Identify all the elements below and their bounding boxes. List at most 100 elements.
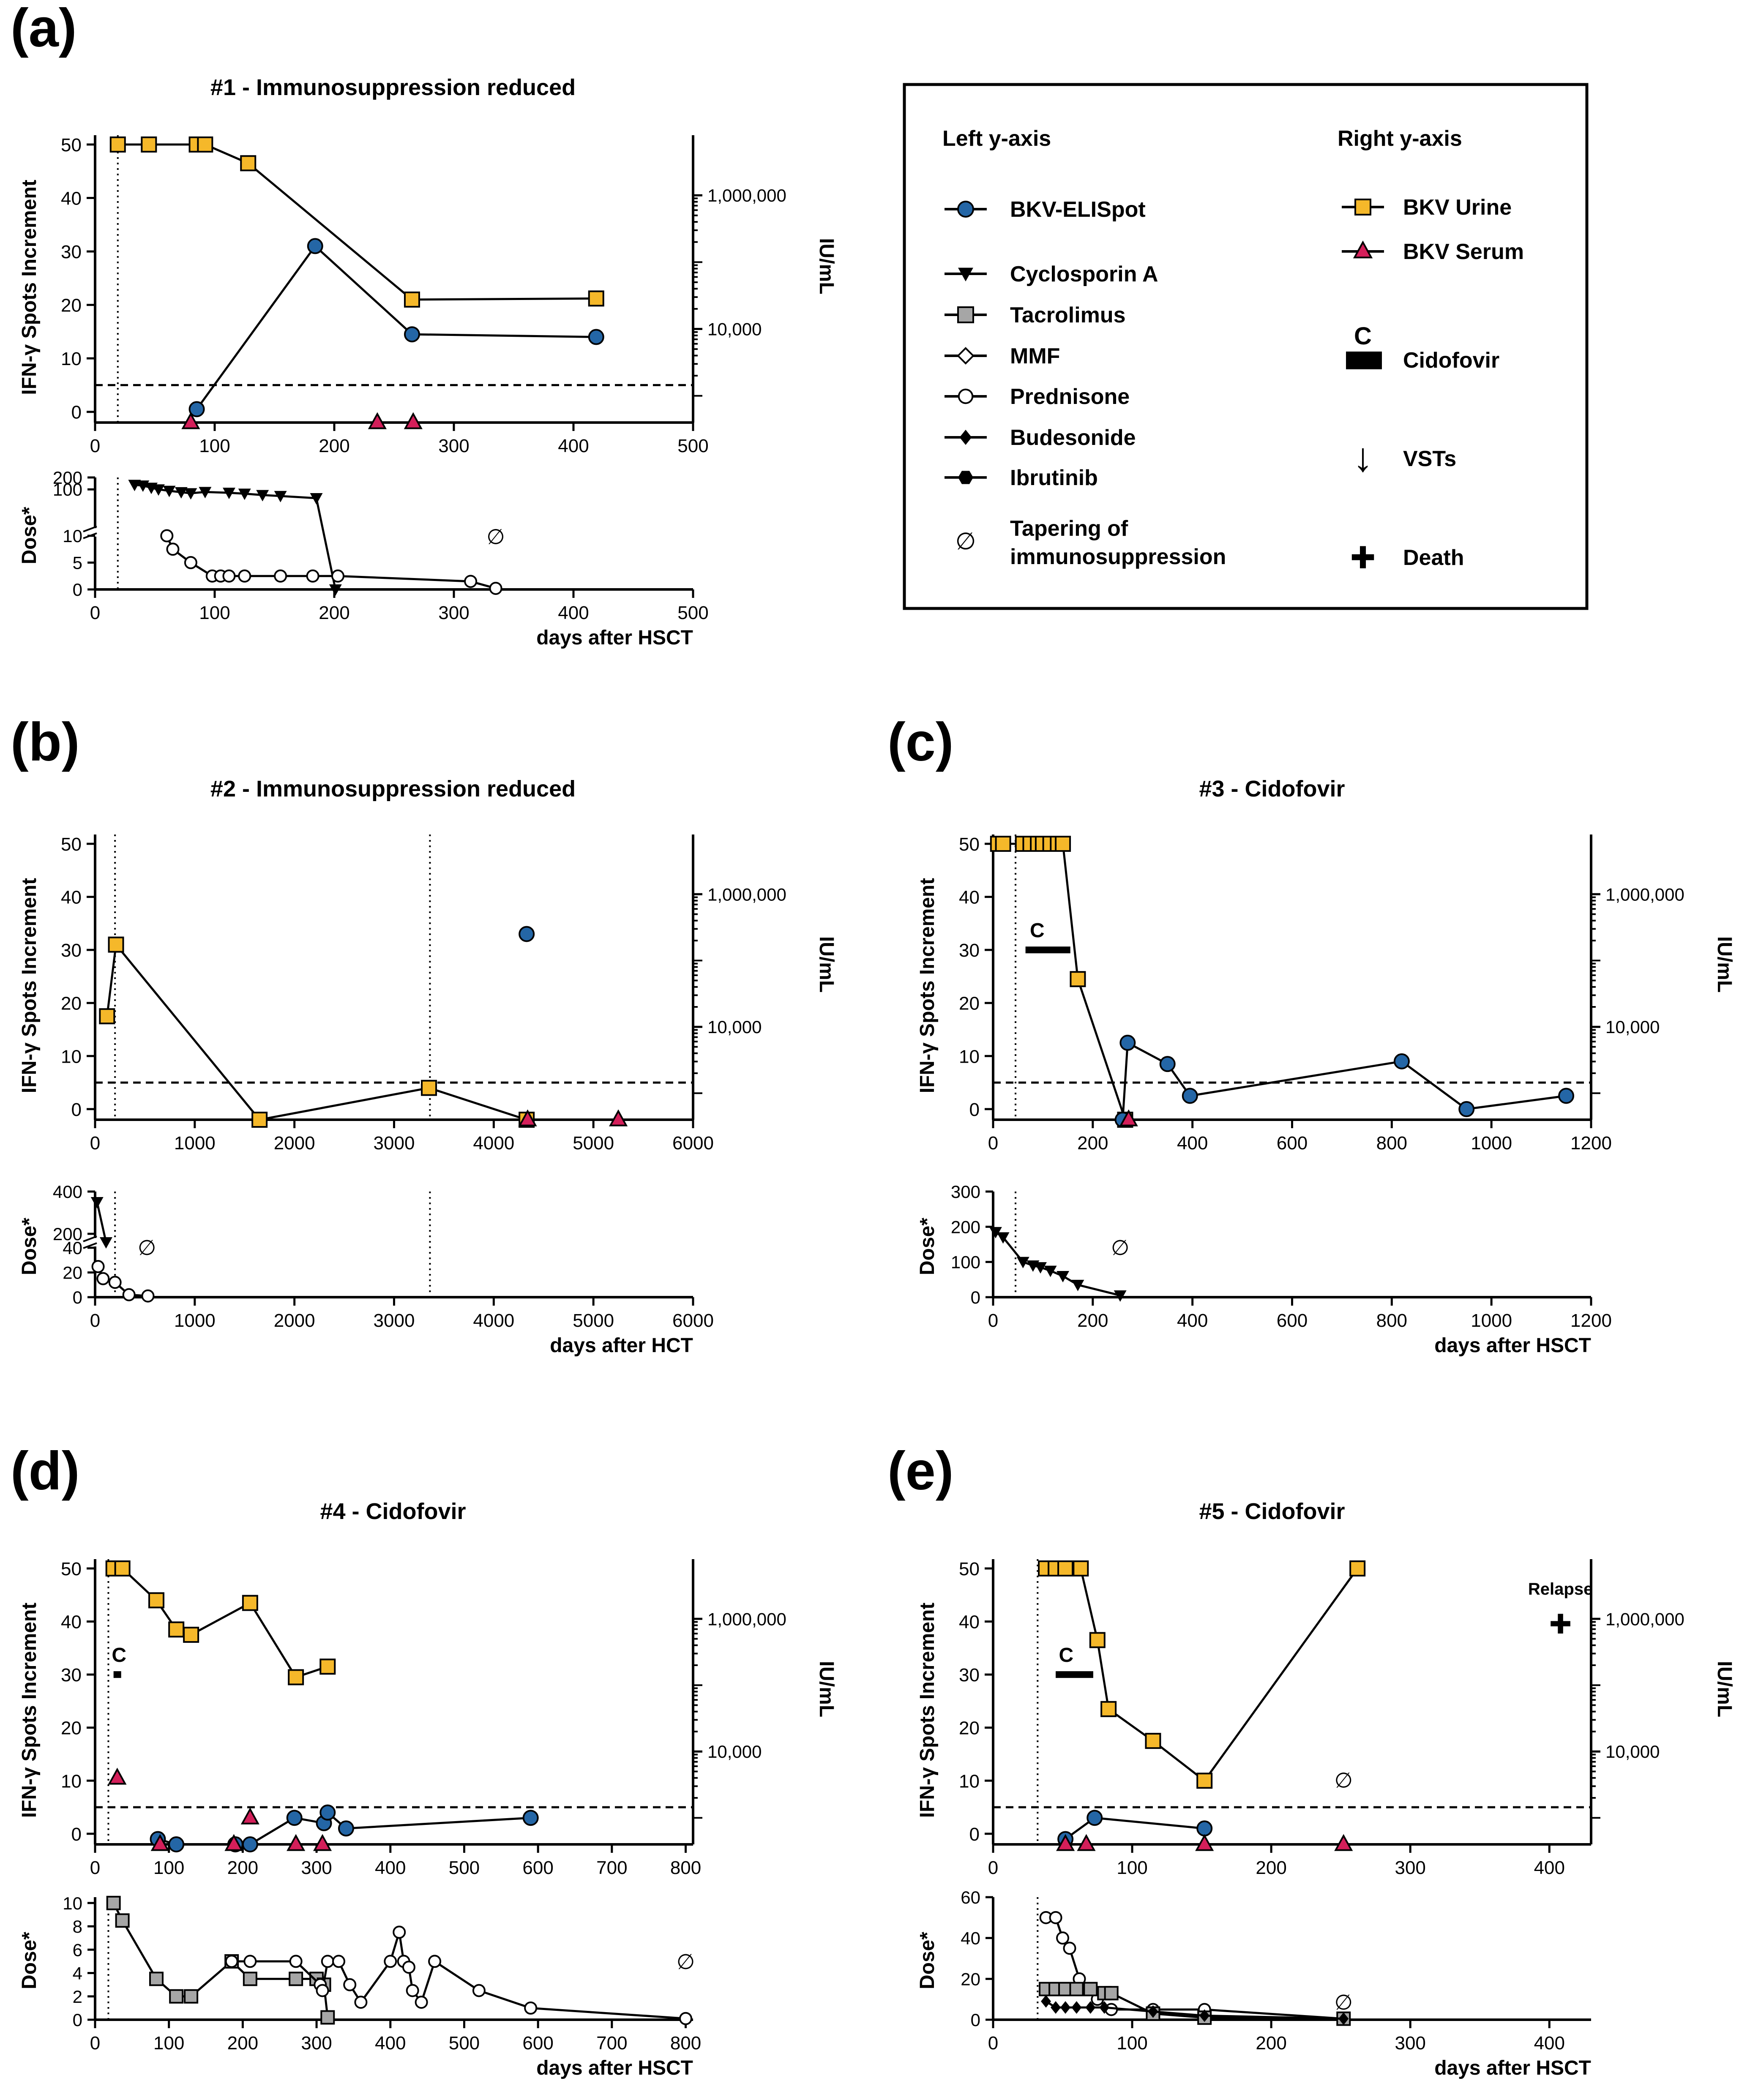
dose-tick-label: 5 xyxy=(73,553,82,573)
x-tick-label: 300 xyxy=(438,436,469,456)
x-tick-label: 600 xyxy=(1277,1133,1308,1154)
data-point xyxy=(519,926,535,942)
series-line xyxy=(1122,1041,1567,1120)
data-point xyxy=(108,1276,122,1289)
x-tick-label: 0 xyxy=(90,1857,100,1878)
y-tick-label: 30 xyxy=(61,1665,82,1685)
data-point xyxy=(1558,1088,1575,1104)
x-tick-label: 400 xyxy=(1534,1857,1565,1878)
x-tick-label: 400 xyxy=(558,436,589,456)
data-point xyxy=(1069,1982,1084,1996)
dose-tick-label: 20 xyxy=(63,1263,82,1283)
data-point xyxy=(1060,2001,1071,2014)
data-point xyxy=(1114,1290,1127,1302)
data-point xyxy=(286,1810,303,1826)
panel-e: (e) #5 - Cidofovir 0 10 20 30 40 50 1,000,000 10,… xyxy=(887,1441,1736,2079)
series-bkv-urine xyxy=(105,1560,336,1685)
y2-tick-label: 1,000,000 xyxy=(1605,1609,1684,1629)
x-tick-label: 400 xyxy=(375,1857,406,1878)
data-point xyxy=(1148,2005,1158,2018)
y-tick-label: 40 xyxy=(61,887,82,908)
data-point xyxy=(1071,1279,1084,1291)
dose-tick-label: 8 xyxy=(73,1917,82,1936)
tapering-label: Tapering of xyxy=(1010,516,1128,541)
data-point xyxy=(402,1961,415,1974)
data-point xyxy=(1073,1560,1089,1576)
data-point xyxy=(287,1834,306,1851)
x-tick-label: 1000 xyxy=(174,1133,216,1154)
dose-tick-label: 200 xyxy=(53,1224,82,1244)
y2-tick-label: 1,000,000 xyxy=(707,884,786,904)
top-plot: 0 10 20 30 40 50 1,000,000 10,000 0 100 200 300 400 I… xyxy=(916,1559,1736,1878)
y-tick-label: 50 xyxy=(61,1559,82,1579)
series-bkv-elispot xyxy=(150,1804,539,1852)
x-tick-label: 3000 xyxy=(374,1310,415,1331)
legend-item-cyclosporin-a: Cyclosporin A xyxy=(945,262,1158,286)
x-tick-label: 1000 xyxy=(1471,1133,1512,1154)
dose-tick-label: 40 xyxy=(63,1238,82,1258)
y-tick-label: 20 xyxy=(61,1718,82,1739)
data-point xyxy=(141,1289,155,1303)
dose-tick-label: 200 xyxy=(53,468,82,488)
data-point xyxy=(1083,1982,1098,1996)
dose-axis-label: Dose* xyxy=(18,507,41,564)
y-tick-label: 20 xyxy=(959,1718,980,1739)
x-tick-label: 500 xyxy=(449,1857,480,1878)
series-bkv-urine xyxy=(1038,1560,1366,1789)
legend-label: MMF xyxy=(1010,344,1060,368)
legend-marker xyxy=(958,267,973,281)
dose-tick-label: 60 xyxy=(961,1887,980,1907)
y-tick-label: 0 xyxy=(969,1824,980,1845)
data-point xyxy=(406,1984,419,1997)
y-tick-label: 30 xyxy=(61,940,82,961)
y-tick-label: 40 xyxy=(61,188,82,209)
data-point xyxy=(609,1109,628,1126)
data-point xyxy=(343,1978,357,1991)
y-tick-label: 40 xyxy=(61,1612,82,1633)
data-point xyxy=(319,1804,336,1821)
y2-tick-label: 1,000,000 xyxy=(707,1609,786,1629)
data-point xyxy=(310,493,323,505)
y-tick-label: 20 xyxy=(61,993,82,1014)
data-point xyxy=(1070,971,1086,987)
y-tick-label: 10 xyxy=(959,1046,980,1067)
panel-letter: (e) xyxy=(887,1441,953,1501)
data-point xyxy=(996,1232,1010,1244)
dose-tick-label: 0 xyxy=(971,1287,980,1307)
y-tick-label: 40 xyxy=(959,887,980,908)
data-point xyxy=(242,1595,258,1611)
dose-tick-label: 0 xyxy=(73,580,82,600)
y-axis-label: IFN-γ Spots Increment xyxy=(18,878,41,1093)
data-point xyxy=(1159,1056,1176,1072)
data-point xyxy=(1119,1109,1138,1126)
x-tick-label: 2000 xyxy=(274,1133,315,1154)
y2-tick-label: 1,000,000 xyxy=(707,185,786,205)
y-tick-label: 0 xyxy=(71,402,82,423)
data-point xyxy=(108,1767,127,1785)
data-point xyxy=(384,1955,397,1968)
data-point xyxy=(989,1227,1002,1238)
legend-marker xyxy=(1353,240,1373,259)
series-bkv-serum xyxy=(108,1767,332,1851)
data-point xyxy=(1104,1986,1119,2001)
data-point xyxy=(518,1109,537,1126)
data-point xyxy=(522,1810,539,1826)
data-point xyxy=(464,575,478,588)
data-point xyxy=(289,1955,303,1968)
series-bkv-elispot xyxy=(188,238,604,417)
data-point xyxy=(184,556,197,569)
legend-right-heading: Right y-axis xyxy=(1338,126,1462,151)
y2-tick-label: 10,000 xyxy=(707,319,762,339)
data-point xyxy=(354,1996,368,2009)
series-line xyxy=(106,942,527,1121)
data-point xyxy=(108,936,124,953)
data-point xyxy=(1085,2001,1096,2014)
data-point xyxy=(316,1984,329,1997)
data-point xyxy=(1196,1773,1213,1789)
y-axis-label: IFN-γ Spots Increment xyxy=(916,878,939,1093)
data-point xyxy=(188,401,205,417)
legend-item-bkv-elispot: BKV-ELISpot xyxy=(945,197,1146,222)
data-point xyxy=(149,1972,164,1986)
data-point xyxy=(524,2001,538,2015)
data-point xyxy=(1195,1834,1214,1851)
